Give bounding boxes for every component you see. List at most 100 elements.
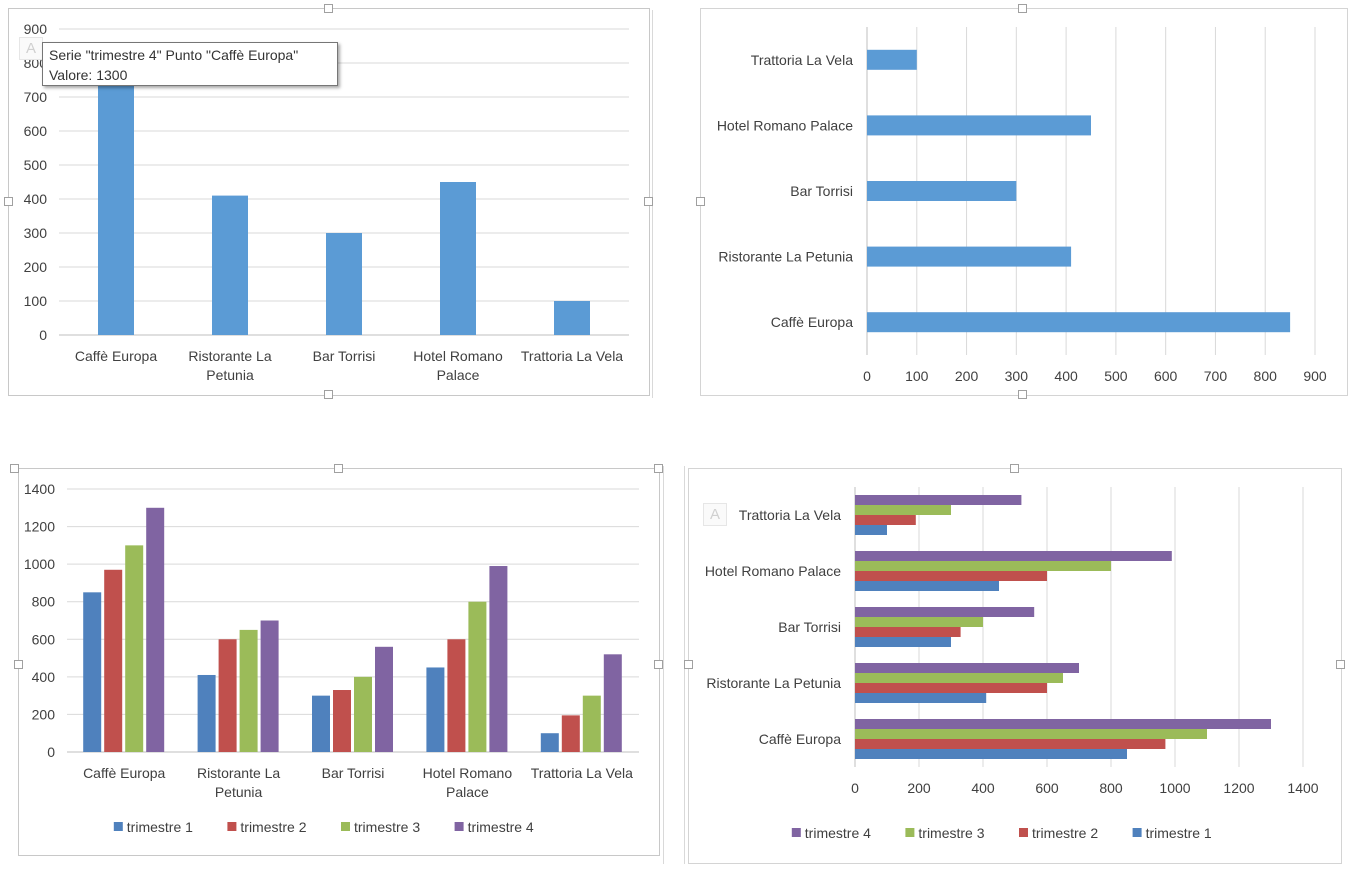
x-category-label: Palace [437, 367, 480, 383]
chart-panel-2[interactable]: 0 100 200 300 400 500 600 700 800 900 Caffè Europa… [700, 8, 1348, 396]
bar-trimestre-2 [447, 639, 466, 752]
legend-swatch [341, 822, 350, 831]
x-category-label: Caffè Europa [83, 765, 165, 781]
bar-trimestre-4 [260, 620, 279, 752]
chart-elements-button[interactable]: A [19, 37, 44, 60]
resize-handle[interactable] [334, 464, 343, 473]
chart-panel-4[interactable]: 0 200 400 600 800 1000 1200 1400 Caffè Europa Ris… [688, 468, 1342, 864]
x-category-label: Hotel Romano [423, 765, 513, 781]
y-tick-label: 400 [24, 191, 48, 207]
legend-label: trimestre 3 [354, 819, 420, 835]
bar-trimestre-1 [855, 693, 987, 703]
resize-handle[interactable] [654, 464, 663, 473]
y-tick-label: 1000 [24, 556, 55, 572]
legend-label: trimestre 2 [1032, 825, 1098, 841]
x-tick-label: 200 [955, 368, 979, 384]
chart-elements-button[interactable]: A [703, 503, 728, 526]
y-category-label: Trattoria La Vela [751, 52, 853, 68]
x-category-label: Petunia [206, 367, 254, 383]
resize-handle[interactable] [324, 4, 333, 13]
legend-swatch [227, 822, 237, 831]
x-tick-label: 600 [1154, 368, 1178, 384]
bar-value [867, 49, 917, 70]
y-category-label: Bar Torrisi [778, 619, 841, 635]
y-tick-label: 500 [24, 157, 48, 173]
x-category-label: Palace [446, 784, 489, 800]
x-tick-label: 400 [1054, 368, 1078, 384]
resize-handle[interactable] [1018, 390, 1027, 399]
bar-trimestre-4 [855, 719, 1271, 729]
x-category-label: Ristorante La [188, 348, 271, 364]
y-category-label: Hotel Romano Palace [705, 563, 841, 579]
x-tick-label: 0 [851, 780, 859, 796]
bar-trimestre-2 [855, 571, 1047, 581]
legend-label: trimestre 1 [1146, 825, 1212, 841]
y-tick-label: 800 [32, 594, 56, 610]
y-tick-label: 600 [32, 631, 56, 647]
chart-panel-3[interactable]: 0 200 400 600 800 1000 1200 1400 Caffè Europa Ris… [18, 468, 660, 856]
resize-handle[interactable] [654, 660, 663, 669]
bar-value [98, 46, 134, 335]
y-tick-label: 0 [47, 744, 55, 760]
chart-4-svg: 0 200 400 600 800 1000 1200 1400 Caffè Europa Ris… [705, 487, 1319, 841]
resize-handle[interactable] [696, 197, 705, 206]
bar-trimestre-1 [855, 749, 1127, 759]
x-category-label: Trattoria La Vela [531, 765, 633, 781]
resize-handle[interactable] [1018, 4, 1027, 13]
y-tick-label: 400 [32, 669, 56, 685]
bar-trimestre-4 [855, 551, 1172, 561]
y-tick-label: 200 [32, 706, 56, 722]
bar-value [554, 301, 590, 335]
bar-value [867, 312, 1291, 333]
resize-handle[interactable] [10, 464, 19, 473]
chart-panel-1[interactable]: 0 100 200 300 400 500 600 700 800 900 Caffè Europa… [8, 8, 650, 396]
bar-trimestre-3 [125, 545, 144, 752]
resize-handle[interactable] [14, 660, 23, 669]
y-tick-label: 200 [24, 259, 48, 275]
tooltip-series-line: Serie "trimestre 4" Punto "Caffè Europa" [49, 47, 299, 63]
x-tick-label: 1000 [1159, 780, 1190, 796]
bar-trimestre-2 [561, 715, 580, 752]
x-tick-label: 800 [1254, 368, 1278, 384]
resize-handle[interactable] [1010, 464, 1019, 473]
x-tick-label: 0 [863, 368, 871, 384]
x-category-label: Caffè Europa [75, 348, 157, 364]
resize-handle[interactable] [684, 660, 693, 669]
legend-label: trimestre 4 [468, 819, 534, 835]
bar-value [212, 195, 248, 335]
x-tick-label: 800 [1099, 780, 1123, 796]
y-category-label: Ristorante La Petunia [718, 249, 853, 265]
x-category-label: Ristorante La [197, 765, 280, 781]
bar-trimestre-3 [855, 561, 1111, 571]
bar-trimestre-3 [354, 676, 372, 752]
bar-trimestre-1 [855, 525, 887, 535]
resize-handle[interactable] [4, 197, 13, 206]
legend-swatch [905, 828, 915, 837]
y-tick-label: 300 [24, 225, 48, 241]
bar-trimestre-3 [855, 617, 983, 627]
x-tick-label: 900 [1303, 368, 1327, 384]
bar-trimestre-3 [582, 695, 601, 752]
y-tick-label: 600 [24, 123, 48, 139]
bar-trimestre-3 [855, 505, 951, 515]
x-tick-label: 400 [971, 780, 995, 796]
bar-trimestre-4 [855, 607, 1035, 617]
bar-trimestre-2 [333, 690, 351, 752]
bar-value [440, 182, 476, 335]
sheet-column-line [663, 466, 664, 864]
x-category-label: Hotel Romano [413, 348, 503, 364]
bar-value [867, 246, 1072, 267]
x-category-label: Bar Torrisi [322, 765, 385, 781]
resize-handle[interactable] [324, 390, 333, 399]
resize-handle[interactable] [1336, 660, 1345, 669]
y-category-label: Caffè Europa [771, 314, 853, 330]
x-category-label: Trattoria La Vela [521, 348, 623, 364]
y-tick-label: 0 [39, 327, 47, 343]
y-tick-label: 1200 [24, 519, 55, 535]
bar-trimestre-4 [855, 495, 1022, 505]
data-point-tooltip: Serie "trimestre 4" Punto "Caffè Europa"… [42, 42, 338, 86]
y-category-label: Hotel Romano Palace [717, 117, 853, 133]
legend-label: trimestre 3 [918, 825, 984, 841]
resize-handle[interactable] [644, 197, 653, 206]
